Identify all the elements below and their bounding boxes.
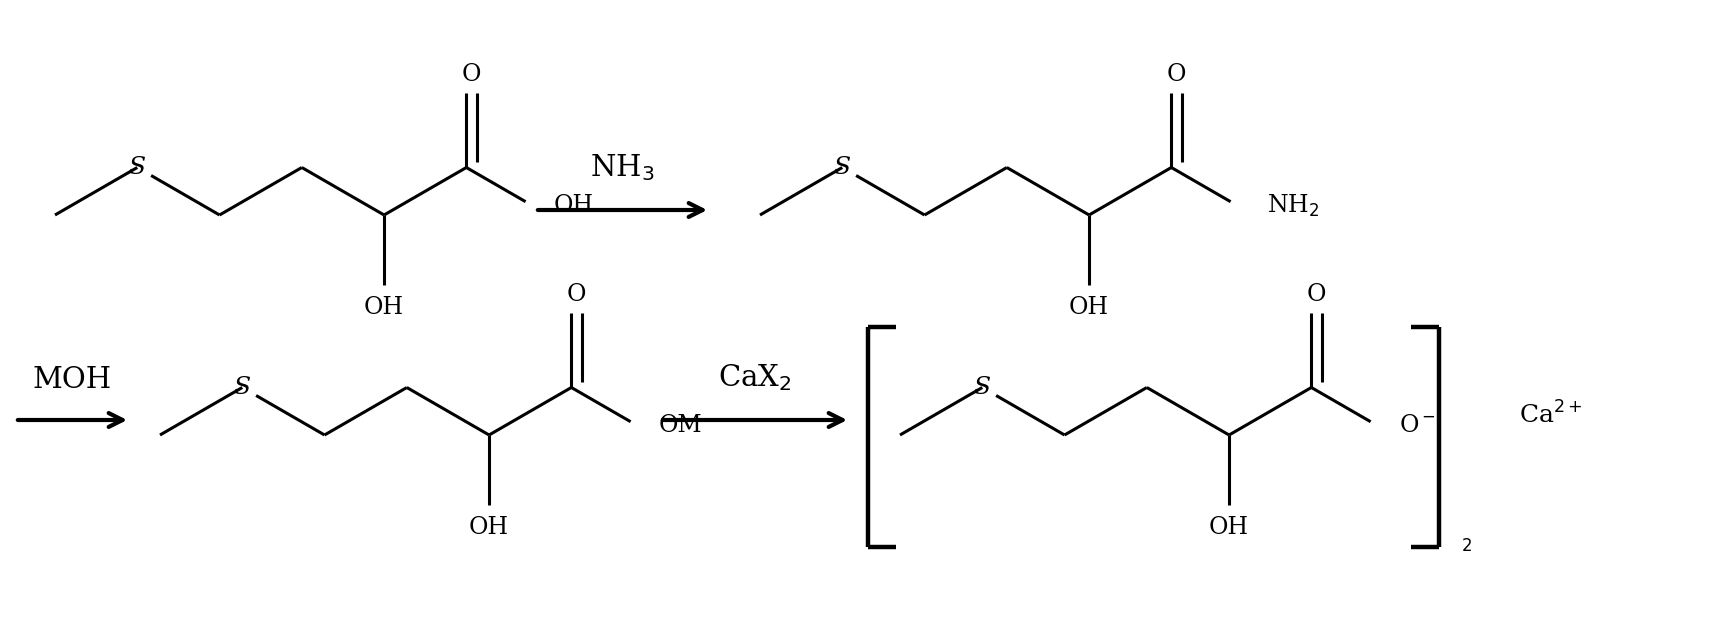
Text: O: O: [566, 283, 587, 306]
Text: OH: OH: [364, 296, 403, 319]
Text: NH$_3$: NH$_3$: [590, 153, 656, 184]
Text: S: S: [129, 156, 146, 179]
Text: $_2$: $_2$: [1460, 531, 1472, 554]
Text: NH$_2$: NH$_2$: [1266, 193, 1320, 219]
Text: OH: OH: [1069, 296, 1109, 319]
Text: S: S: [973, 376, 990, 399]
Text: O$^-$: O$^-$: [1399, 414, 1436, 437]
Text: OM: OM: [659, 414, 702, 437]
Text: S: S: [233, 376, 251, 399]
Text: O: O: [1167, 63, 1186, 86]
Text: CaX$_2$: CaX$_2$: [719, 363, 791, 394]
Text: O: O: [462, 63, 482, 86]
Text: MOH: MOH: [33, 366, 112, 394]
Text: Ca$^{2+}$: Ca$^{2+}$: [1519, 401, 1582, 428]
Text: OH: OH: [554, 194, 594, 217]
Text: OH: OH: [1210, 515, 1249, 539]
Text: OH: OH: [468, 515, 510, 539]
Text: S: S: [834, 156, 851, 179]
Text: O: O: [1308, 283, 1326, 306]
